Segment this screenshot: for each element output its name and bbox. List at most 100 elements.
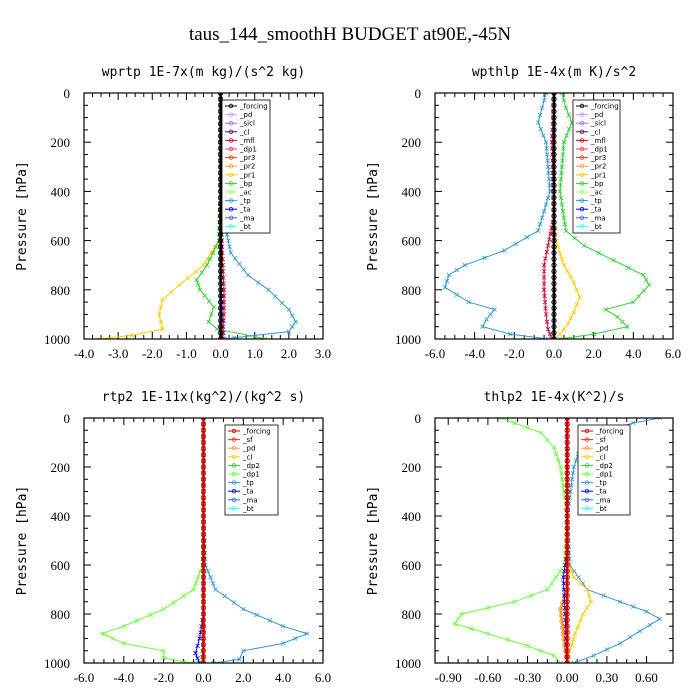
series-marker [292,636,298,641]
series-marker [571,660,577,663]
series-marker [193,650,198,656]
series-marker [551,127,557,133]
series-marker [541,275,547,280]
series-marker [241,606,246,612]
series-marker [549,581,554,586]
series-marker [454,292,460,298]
series-marker [200,617,207,623]
series-marker [581,243,587,248]
y-tick-label: 1000 [44,656,70,671]
series-marker [542,293,547,299]
series-marker [541,98,547,103]
legend-entry: _ta [590,206,602,214]
series-marker [197,636,202,641]
series-marker [254,612,259,618]
series-marker [551,225,557,231]
legend-marker [231,497,237,502]
y-tick-label: 400 [51,184,71,199]
series-marker [557,331,563,337]
series-marker [485,605,491,611]
series-marker [538,430,544,435]
series-marker [544,146,549,151]
legend-marker [228,224,234,229]
series-marker [200,623,207,629]
series-marker [545,243,551,248]
series-marker [551,262,557,268]
series-marker [564,464,570,470]
series-marker [546,176,552,182]
series-marker [604,647,610,652]
series-marker [205,568,211,574]
y-tick-label: 0 [64,411,71,426]
series-marker [545,587,550,592]
series-marker [217,305,224,311]
series-marker [462,262,468,268]
series-marker [657,616,663,622]
panel-title: rtp2 1E-11x(kg^2)/(kg^2 s) [102,390,306,405]
legend-marker [579,181,585,186]
series-marker [200,556,207,562]
y-tick-label: 800 [51,607,71,622]
series-marker [558,464,563,470]
series-marker [564,446,570,452]
series-marker [577,294,583,300]
series-marker [286,329,292,334]
series-marker [168,289,174,295]
series-marker [564,427,570,433]
series-marker [570,470,576,476]
series-marker [631,604,636,609]
series-marker [560,574,566,580]
legend-entry: _dp1 [239,146,257,154]
legend-marker [579,215,585,220]
legend-marker [579,206,585,212]
series-marker [208,312,214,317]
legend-entry: _dp1 [242,471,260,479]
series-marker [564,433,570,439]
series-marker [508,331,513,337]
x-tick-label: 6.0 [315,670,331,685]
series-marker [551,176,557,182]
legend-entry: _forcing [242,428,271,436]
series-marker [558,176,564,182]
y-tick-label: 800 [402,607,422,622]
series-marker [512,420,517,426]
series-marker [545,336,551,339]
series-marker [545,164,551,170]
series-marker [255,280,261,285]
series-marker [200,488,207,495]
series-marker [161,648,166,654]
series-marker [566,126,572,132]
series-marker [207,256,213,262]
series-marker [539,215,545,220]
series-marker [551,274,557,281]
series-marker [200,513,207,519]
legend-marker [228,215,234,220]
series-marker [580,611,586,617]
legend-marker [579,120,585,126]
x-tick-label: 4.0 [625,346,641,361]
x-tick-label: -2.0 [142,346,163,361]
x-tick-label: -2.0 [504,346,525,361]
y-tick-label: 0 [415,411,422,426]
legend-entry: _dp1 [590,146,608,154]
series-marker [99,631,105,636]
series-marker [569,569,574,574]
series-marker [538,126,544,132]
series-marker [538,648,544,654]
series-marker [452,621,458,627]
series-marker [121,641,127,646]
series-marker [544,249,550,255]
series-marker [455,616,461,622]
legend-marker [579,146,585,152]
series-marker [557,250,563,256]
legend-entry: _bp [239,180,253,188]
legend-entry: _pd [239,111,252,119]
series-marker [196,282,201,288]
series-marker [551,231,557,238]
y-tick-label: 800 [51,283,71,298]
series-marker [568,274,573,279]
series-line-pr1 [97,93,222,339]
series-marker [156,312,162,317]
series-marker [200,482,207,488]
series-marker [559,93,565,96]
